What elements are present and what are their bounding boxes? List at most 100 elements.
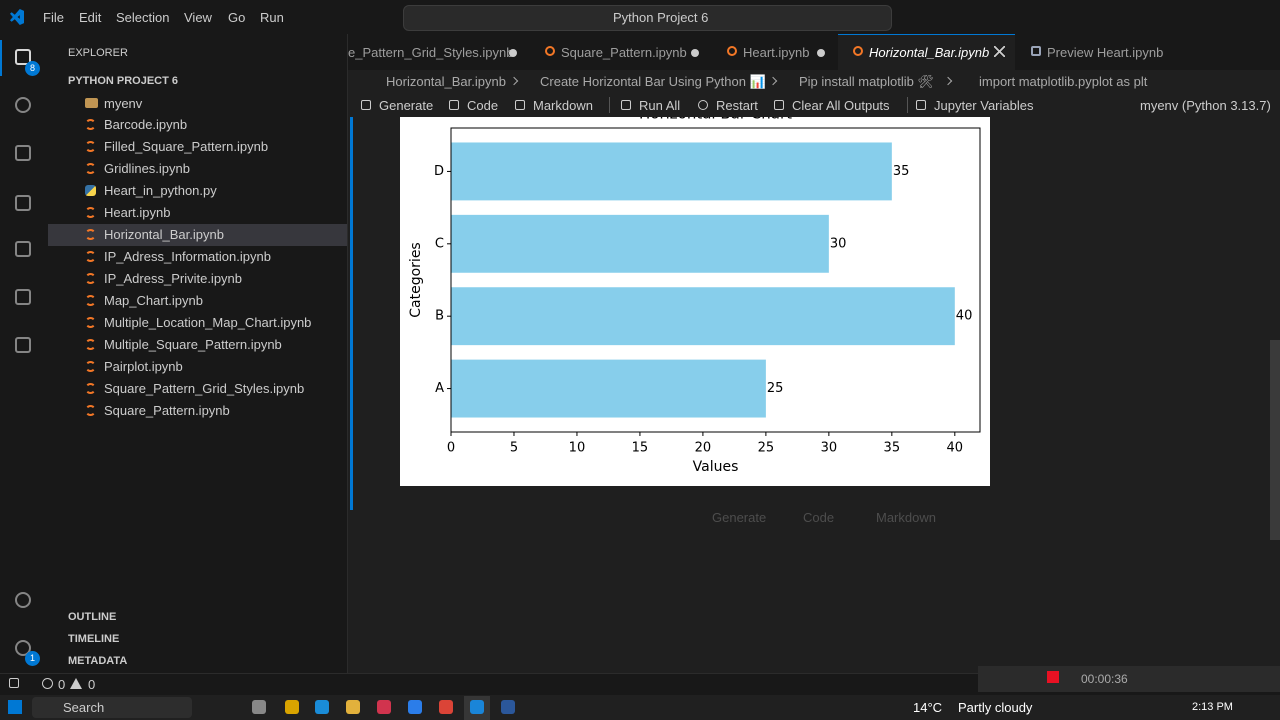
- activity-icon[interactable]: [15, 97, 31, 113]
- folder-icon: [85, 98, 98, 108]
- taskbar-app[interactable]: [252, 700, 266, 714]
- taskbar-search[interactable]: [32, 697, 192, 718]
- tab[interactable]: Square_Pattern.ipynb: [561, 45, 687, 60]
- activity-icon[interactable]: [15, 289, 31, 305]
- file-item[interactable]: Filled_Square_Pattern.ipynb: [104, 139, 269, 154]
- taskbar-search-text: Search: [63, 700, 105, 715]
- taskbar-app[interactable]: [315, 700, 329, 714]
- menu-item[interactable]: File: [43, 10, 64, 25]
- file-item[interactable]: Heart_in_python.py: [104, 183, 217, 198]
- activity-icon[interactable]: [15, 49, 31, 65]
- file-item[interactable]: Horizontal_Bar.ipynb: [104, 227, 224, 242]
- activity-icon[interactable]: [15, 241, 31, 257]
- toolbar-icon: [774, 100, 784, 110]
- toolbar-button[interactable]: Markdown: [533, 98, 593, 113]
- menu-item[interactable]: Selection: [116, 10, 170, 25]
- record-stop[interactable]: [1047, 671, 1059, 683]
- file-item[interactable]: Multiple_Location_Map_Chart.ipynb: [104, 315, 312, 330]
- breadcrumb-item[interactable]: Pip install matplotlib 🛠: [799, 74, 935, 89]
- taskbar-active: [464, 696, 490, 720]
- menu-item[interactable]: Go: [228, 10, 246, 25]
- file-item[interactable]: Heart.ipynb: [104, 205, 171, 220]
- sidebar-section[interactable]: TIMELINE: [68, 633, 120, 645]
- menu-item[interactable]: View: [184, 10, 212, 25]
- selected-row: [48, 224, 347, 246]
- tab[interactable]: Horizontal_Bar.ipynb: [869, 45, 990, 60]
- activity-icon[interactable]: [15, 640, 31, 656]
- file-item[interactable]: Map_Chart.ipynb: [104, 293, 203, 308]
- activity-icon[interactable]: [15, 592, 31, 608]
- tab-dirty-dot[interactable]: [509, 49, 517, 57]
- cell-action[interactable]: Code: [803, 510, 835, 525]
- command-center[interactable]: [403, 5, 892, 31]
- x-tick-label: 15: [632, 441, 649, 456]
- y-tick-label: C: [435, 236, 444, 251]
- error-count[interactable]: 0: [58, 677, 66, 692]
- status-bar: [0, 673, 1280, 696]
- y-tick-label: D: [434, 164, 444, 179]
- tab-icon: [727, 46, 737, 56]
- kernel-picker[interactable]: myenv (Python 3.13.7): [1140, 98, 1271, 113]
- x-axis-label: Values: [693, 459, 739, 475]
- breadcrumb-item[interactable]: import matplotlib.pyplot as plt: [979, 74, 1148, 89]
- toolbar-button[interactable]: Clear All Outputs: [792, 98, 890, 113]
- menu-item[interactable]: Edit: [79, 10, 102, 25]
- file-item[interactable]: IP_Adress_Information.ipynb: [104, 249, 271, 264]
- tab-dirty-dot[interactable]: [691, 49, 699, 57]
- weather-text[interactable]: Partly cloudy: [958, 700, 1033, 715]
- taskbar-app[interactable]: [501, 700, 515, 714]
- project-name[interactable]: PYTHON PROJECT 6: [68, 75, 179, 87]
- file-icon: [85, 163, 96, 174]
- start-button[interactable]: [8, 700, 22, 714]
- menu-item[interactable]: Run: [260, 10, 284, 25]
- toolbar-button[interactable]: Code: [467, 98, 499, 113]
- toolbar-button[interactable]: Run All: [639, 98, 681, 113]
- file-icon: [85, 383, 96, 394]
- cell-action[interactable]: Markdown: [876, 510, 936, 525]
- sidebar-section[interactable]: METADATA: [68, 655, 128, 667]
- explorer-title: EXPLORER: [68, 47, 128, 59]
- taskbar-app[interactable]: [408, 700, 422, 714]
- weather-temp[interactable]: 14°C: [913, 700, 943, 715]
- taskbar-app[interactable]: [470, 700, 484, 714]
- activity-icon[interactable]: [15, 145, 31, 161]
- sidebar-section[interactable]: OUTLINE: [68, 611, 117, 623]
- breadcrumb-chevron: [943, 76, 953, 86]
- taskbar-app[interactable]: [285, 700, 299, 714]
- activity-icon[interactable]: [15, 195, 31, 211]
- x-tick-label: 5: [510, 441, 518, 456]
- file-item[interactable]: IP_Adress_Privite.ipynb: [104, 271, 243, 286]
- breadcrumb-item[interactable]: Create Horizontal Bar Using Python 📊: [540, 74, 766, 89]
- tab-close[interactable]: [994, 46, 1005, 57]
- file-icon: [85, 185, 96, 196]
- toolbar-button[interactable]: Generate: [379, 98, 434, 113]
- tree-folder[interactable]: myenv: [104, 96, 143, 111]
- activity-indicator: [0, 40, 2, 76]
- file-icon: [85, 229, 96, 240]
- file-item[interactable]: Multiple_Square_Pattern.ipynb: [104, 337, 282, 352]
- toolbar-button[interactable]: Restart: [716, 98, 758, 113]
- toolbar-button[interactable]: Jupyter Variables: [934, 98, 1034, 113]
- file-item[interactable]: Square_Pattern.ipynb: [104, 403, 230, 418]
- tab[interactable]: e_Pattern_Grid_Styles.ipynb: [348, 45, 514, 60]
- tab-icon: [853, 46, 863, 56]
- remote-indicator[interactable]: [9, 678, 19, 688]
- activity-icon[interactable]: [15, 337, 31, 353]
- taskbar-app[interactable]: [439, 700, 453, 714]
- file-item[interactable]: Pairplot.ipynb: [104, 359, 183, 374]
- tab-dirty-dot[interactable]: [817, 49, 825, 57]
- file-item[interactable]: Square_Pattern_Grid_Styles.ipynb: [104, 381, 305, 396]
- cell-focus-bar: [350, 117, 353, 510]
- warning-count[interactable]: 0: [88, 677, 96, 692]
- taskbar-app[interactable]: [377, 700, 391, 714]
- tab[interactable]: Preview Heart.ipynb: [1047, 45, 1164, 60]
- taskbar-app[interactable]: [346, 700, 360, 714]
- file-item[interactable]: Gridlines.ipynb: [104, 161, 190, 176]
- breadcrumb-item[interactable]: Horizontal_Bar.ipynb: [386, 74, 506, 89]
- toolbar-icon: [515, 100, 525, 110]
- clock[interactable]: 2:13 PM: [1192, 701, 1233, 713]
- tab[interactable]: Heart.ipynb: [743, 45, 810, 60]
- cell-action[interactable]: Generate: [712, 510, 767, 525]
- file-item[interactable]: Barcode.ipynb: [104, 117, 188, 132]
